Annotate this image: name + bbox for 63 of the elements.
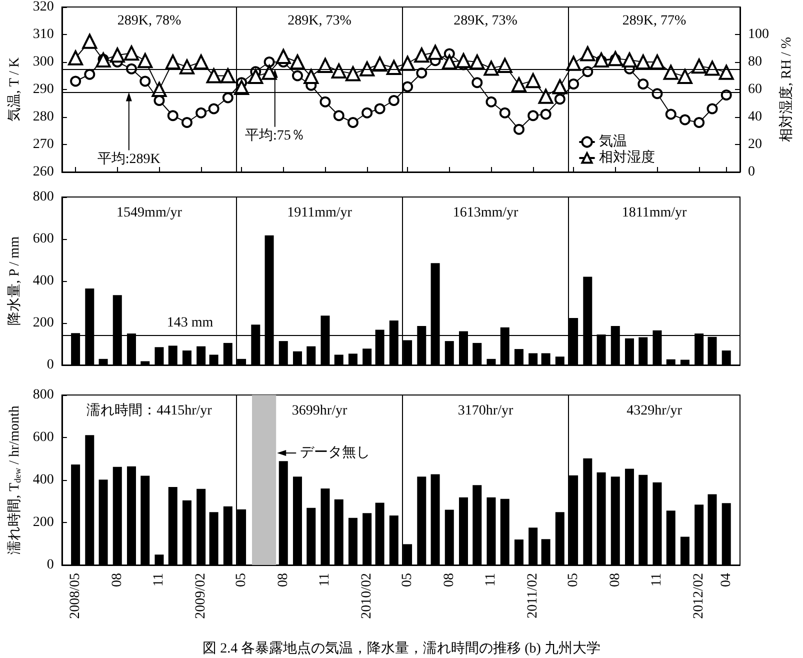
y-axis-title: 濡れ時間, Tdew / hr/month xyxy=(6,406,22,554)
x-tick-label: 2008/05 xyxy=(68,573,84,619)
y2-tick-label: 20 xyxy=(748,137,762,152)
ref-line-label: 143 mm xyxy=(166,315,214,330)
x-tick-label: 2009/02 xyxy=(194,573,209,619)
y-tick-label: 290 xyxy=(32,82,54,97)
x-tick-label: 2011/02 xyxy=(526,573,541,618)
y-tick-label: 320 xyxy=(32,0,54,14)
y-tick-label: 400 xyxy=(32,274,54,288)
legend-label: 気温 xyxy=(599,134,627,150)
annotation: 1911mm/yr xyxy=(287,206,352,220)
x-tick-label: 08 xyxy=(110,573,125,587)
y2-tick-label: 100 xyxy=(748,27,769,42)
annotation: 3170hr/yr xyxy=(458,404,514,418)
y-tick-label: 300 xyxy=(32,54,54,70)
annotation: 289K, 73% xyxy=(454,14,518,28)
y-tick-label: 600 xyxy=(32,232,54,246)
y-tick-label: 200 xyxy=(32,316,54,330)
annotation: 4329hr/yr xyxy=(626,404,682,418)
x-tick-label: 11 xyxy=(318,573,333,586)
x-tick-label: 11 xyxy=(152,573,167,586)
annotation: 289K, 78% xyxy=(117,14,182,28)
y-tick-label: 310 xyxy=(32,27,54,42)
y-tick-label: 400 xyxy=(32,472,54,488)
x-tick-label: 05 xyxy=(566,573,582,587)
y-tick-label: 600 xyxy=(32,430,54,445)
x-tick-label: 2010/02 xyxy=(360,573,375,619)
x-tick-label: 08 xyxy=(276,573,291,587)
y-tick-label: 0 xyxy=(46,558,54,572)
x-tick-label: 08 xyxy=(442,573,457,587)
y-tick-label: 800 xyxy=(32,388,54,402)
y-axis-title: 降水量, P / mm xyxy=(6,236,22,326)
x-tick-label: 05 xyxy=(234,573,250,587)
caption: 図 2.4 各暴露地点の気温，降水量，濡れ時間の推移 (b) 九州大学 xyxy=(202,640,600,656)
ref-line-label: 平均:289K xyxy=(97,150,160,167)
x-tick-label: 08 xyxy=(608,573,623,587)
annotation: 1811mm/yr xyxy=(622,206,688,220)
annotation: 1613mm/yr xyxy=(452,206,519,220)
annotation: 3699hr/yr xyxy=(292,404,348,418)
y2-tick-label: 60 xyxy=(748,82,762,97)
x-tick-label: 11 xyxy=(650,573,665,586)
band-label: データ無し xyxy=(300,444,370,460)
legend-label: 相対湿度 xyxy=(599,150,655,166)
annotation: 289K, 77% xyxy=(622,14,686,28)
annotation: 1549mm/yr xyxy=(116,206,182,220)
y-tick-label: 270 xyxy=(32,137,54,152)
x-tick-label: 11 xyxy=(484,573,499,586)
x-tick-label: 04 xyxy=(718,573,734,587)
ref-line-label: 平均:75％ xyxy=(244,127,305,144)
y2-tick-label: 40 xyxy=(748,110,762,124)
annotation: 289K, 73% xyxy=(288,14,352,28)
y-tick-label: 200 xyxy=(32,515,54,530)
y2-tick-label: 80 xyxy=(748,54,762,70)
annotation: 濡れ時間：4415hr/yr xyxy=(86,402,212,418)
y2-axis-title: 相対湿度, RH / % xyxy=(778,36,794,142)
y2-tick-label: 0 xyxy=(748,164,755,180)
x-tick-label: 05 xyxy=(400,573,416,587)
y-tick-label: 280 xyxy=(32,110,54,124)
y-tick-label: 260 xyxy=(32,164,54,180)
y-tick-label: 800 xyxy=(32,190,54,204)
y-axis-title: 気温, T / K xyxy=(6,57,22,122)
x-tick-label: 2012/02 xyxy=(692,573,707,619)
y-tick-label: 0 xyxy=(46,358,54,372)
